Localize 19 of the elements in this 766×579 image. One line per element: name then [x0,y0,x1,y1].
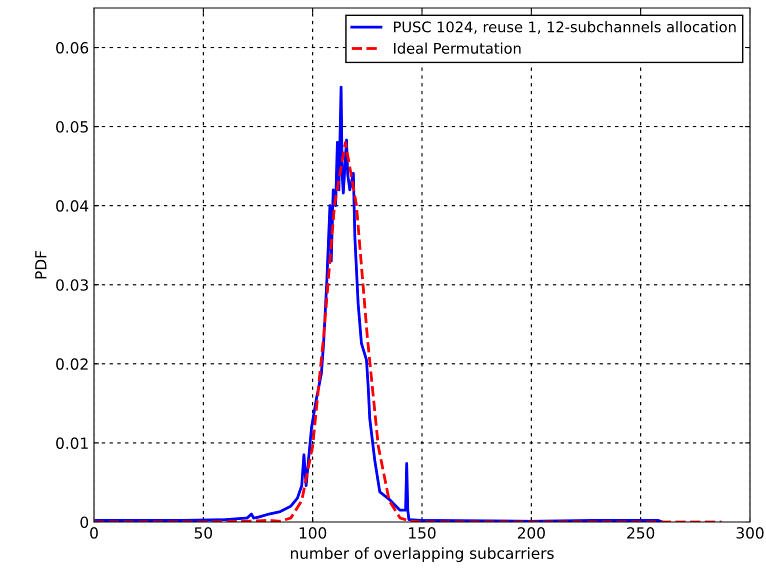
x-tick-label: 250 [627,527,654,539]
x-tick-label: 50 [194,527,212,539]
legend-label: PUSC 1024, reuse 1, 12-subchannels allocation [394,21,736,34]
x-tick-label: 0 [90,527,98,539]
y-tick-label: 0.01 [56,437,88,449]
x-tick-label: 100 [300,527,326,539]
x-tick-label: 200 [518,527,545,539]
x-axis-title: number of overlapping subcarriers [290,547,554,562]
y-tick-label: 0.06 [56,42,88,54]
x-tick-label: 300 [736,527,764,539]
y-tick-label: 0.03 [56,279,88,291]
y-tick-label: 0.02 [56,358,88,370]
x-tick-label: 150 [409,527,436,539]
y-tick-label: 0 [80,516,88,528]
y-axis-title: PDF [35,251,46,278]
legend-label: Ideal Permutation [394,42,521,54]
y-tick-label: 0.04 [56,200,88,212]
line-series [94,141,723,522]
y-tick-label: 0.05 [56,121,88,133]
